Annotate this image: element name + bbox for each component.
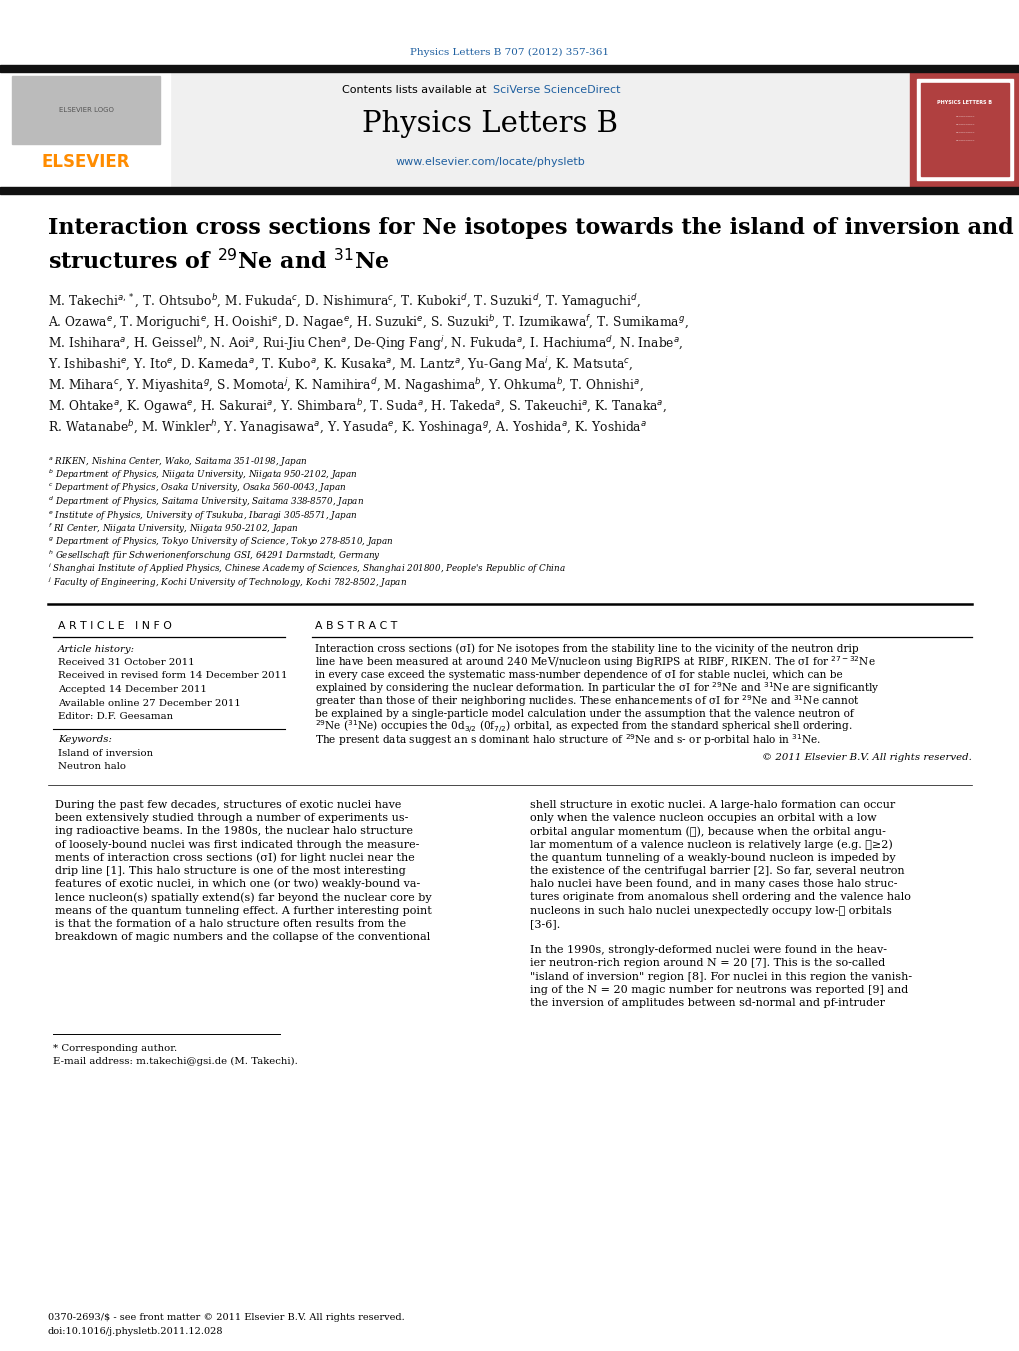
Text: $^{j}$ Faculty of Engineering, Kochi University of Technology, Kochi 782-8502, J: $^{j}$ Faculty of Engineering, Kochi Uni… [48,576,407,589]
Text: the inversion of amplitudes between sd-normal and pf-intruder: the inversion of amplitudes between sd-n… [530,998,884,1008]
Text: $^{b}$ Department of Physics, Niigata University, Niigata 950-2102, Japan: $^{b}$ Department of Physics, Niigata Un… [48,467,358,482]
Text: the existence of the centrifugal barrier [2]. So far, several neutron: the existence of the centrifugal barrier… [530,866,904,875]
Text: breakdown of magic numbers and the collapse of the conventional: breakdown of magic numbers and the colla… [55,932,430,942]
Text: ___________: ___________ [955,128,974,132]
Bar [920,82,1008,176]
Text: [3-6].: [3-6]. [530,919,559,928]
Bar [0,72,170,186]
Text: line have been measured at around 240 MeV/nucleon using BigRIPS at RIBF, RIKEN. : line have been measured at around 240 Me… [315,654,875,670]
Text: only when the valence nucleon occupies an orbital with a low: only when the valence nucleon occupies a… [530,813,875,823]
Text: Interaction cross sections (σI) for Ne isotopes from the stability line to the v: Interaction cross sections (σI) for Ne i… [315,643,858,654]
Text: A. Ozawa$^{e}$, T. Moriguchi$^{e}$, H. Ooishi$^{e}$, D. Nagae$^{e}$, H. Suzuki$^: A. Ozawa$^{e}$, T. Moriguchi$^{e}$, H. O… [48,313,688,332]
Text: SciVerse ScienceDirect: SciVerse ScienceDirect [492,85,620,95]
Text: ___________: ___________ [955,136,974,141]
Text: of loosely-bound nuclei was first indicated through the measure-: of loosely-bound nuclei was first indica… [55,839,419,850]
Text: $^{d}$ Department of Physics, Saitama University, Saitama 338-8570, Japan: $^{d}$ Department of Physics, Saitama Un… [48,494,364,509]
Text: Accepted 14 December 2011: Accepted 14 December 2011 [58,685,207,694]
Text: $^{f}$ RI Center, Niigata University, Niigata 950-2102, Japan: $^{f}$ RI Center, Niigata University, Ni… [48,521,299,536]
Text: A B S T R A C T: A B S T R A C T [315,621,396,631]
Text: Physics Letters B 707 (2012) 357-361: Physics Letters B 707 (2012) 357-361 [410,47,609,57]
Bar [916,78,1012,180]
Text: During the past few decades, structures of exotic nuclei have: During the past few decades, structures … [55,800,401,811]
Text: structures of $^{29}$Ne and $^{31}$Ne: structures of $^{29}$Ne and $^{31}$Ne [48,250,389,274]
Text: The present data suggest an s dominant halo structure of $^{29}$Ne and s- or p-o: The present data suggest an s dominant h… [315,732,820,748]
Text: explained by considering the nuclear deformation. In particular the σI for $^{29: explained by considering the nuclear def… [315,680,879,696]
Text: been extensively studied through a number of experiments us-: been extensively studied through a numbe… [55,813,408,823]
Text: ELSEVIER LOGO: ELSEVIER LOGO [58,107,113,113]
Text: $^{a}$ RIKEN, Nishina Center, Wako, Saitama 351-0198, Japan: $^{a}$ RIKEN, Nishina Center, Wako, Sait… [48,454,307,467]
Text: nucleons in such halo nuclei unexpectedly occupy low-ℓ orbitals: nucleons in such halo nuclei unexpectedl… [530,905,891,916]
Text: means of the quantum tunneling effect. A further interesting point: means of the quantum tunneling effect. A… [55,905,431,916]
Text: ments of interaction cross sections (σI) for light nuclei near the: ments of interaction cross sections (σI)… [55,852,415,863]
Text: Physics Letters B: Physics Letters B [362,109,618,138]
Text: drip line [1]. This halo structure is one of the most interesting: drip line [1]. This halo structure is on… [55,866,406,875]
Text: A R T I C L E   I N F O: A R T I C L E I N F O [58,621,172,631]
Text: $^{e}$ Institute of Physics, University of Tsukuba, Ibaragi 305-8571, Japan: $^{e}$ Institute of Physics, University … [48,508,357,521]
Text: Island of inversion: Island of inversion [58,748,153,758]
Text: in every case exceed the systematic mass-number dependence of σI for stable nucl: in every case exceed the systematic mass… [315,670,842,680]
Text: Received in revised form 14 December 2011: Received in revised form 14 December 201… [58,671,287,681]
Bar [909,72,1019,186]
Text: $^{29}$Ne ($^{31}$Ne) occupies the 0d$_{3/2}$ (0f$_{7/2}$) orbital, as expected : $^{29}$Ne ($^{31}$Ne) occupies the 0d$_{… [315,719,852,735]
Text: ier neutron-rich region around N = 20 [7]. This is the so-called: ier neutron-rich region around N = 20 [7… [530,958,884,969]
Bar [0,186,1019,195]
Text: PHYSICS LETTERS B: PHYSICS LETTERS B [936,100,991,105]
Text: $^{h}$ Gesellschaft für Schwerionenforschung GSI, 64291 Darmstadt, Germany: $^{h}$ Gesellschaft für Schwerionenforsc… [48,549,380,563]
Text: www.elsevier.com/locate/physletb: www.elsevier.com/locate/physletb [394,157,584,168]
Text: the quantum tunneling of a weakly-bound nucleon is impeded by: the quantum tunneling of a weakly-bound … [530,852,895,863]
Text: ing radioactive beams. In the 1980s, the nuclear halo structure: ing radioactive beams. In the 1980s, the… [55,827,413,836]
Bar [12,76,160,145]
Text: lence nucleon(s) spatially extend(s) far beyond the nuclear core by: lence nucleon(s) spatially extend(s) far… [55,892,431,902]
Text: "island of inversion" region [8]. For nuclei in this region the vanish-: "island of inversion" region [8]. For nu… [530,971,911,982]
Text: lar momentum of a valence nucleon is relatively large (e.g. ℓ≥2): lar momentum of a valence nucleon is rel… [530,839,892,850]
Text: Article history:: Article history: [58,644,135,654]
Text: orbital angular momentum (ℓ), because when the orbital angu-: orbital angular momentum (ℓ), because wh… [530,825,886,836]
Text: In the 1990s, strongly-deformed nuclei were found in the heav-: In the 1990s, strongly-deformed nuclei w… [530,946,887,955]
Text: 0370-2693/$ - see front matter © 2011 Elsevier B.V. All rights reserved.: 0370-2693/$ - see front matter © 2011 El… [48,1313,405,1323]
Text: R. Watanabe$^{b}$, M. Winkler$^{h}$, Y. Yanagisawa$^{a}$, Y. Yasuda$^{e}$, K. Yo: R. Watanabe$^{b}$, M. Winkler$^{h}$, Y. … [48,419,646,438]
Text: tures originate from anomalous shell ordering and the valence halo: tures originate from anomalous shell ord… [530,893,910,902]
Text: shell structure in exotic nuclei. A large-halo formation can occur: shell structure in exotic nuclei. A larg… [530,800,895,811]
Text: ing of the N = 20 magic number for neutrons was reported [9] and: ing of the N = 20 magic number for neutr… [530,985,907,994]
Text: © 2011 Elsevier B.V. All rights reserved.: © 2011 Elsevier B.V. All rights reserved… [761,753,971,762]
Text: greater than those of their neighboring nuclides. These enhancements of σI for $: greater than those of their neighboring … [315,693,859,709]
Text: Editor: D.F. Geesaman: Editor: D.F. Geesaman [58,712,173,721]
Text: $^{i}$ Shanghai Institute of Applied Physics, Chinese Academy of Sciences, Shang: $^{i}$ Shanghai Institute of Applied Phy… [48,562,566,576]
Text: Available online 27 December 2011: Available online 27 December 2011 [58,698,240,708]
Text: Neutron halo: Neutron halo [58,762,126,771]
Text: halo nuclei have been found, and in many cases those halo struc-: halo nuclei have been found, and in many… [530,880,897,889]
Text: Keywords:: Keywords: [58,735,112,744]
Text: doi:10.1016/j.physletb.2011.12.028: doi:10.1016/j.physletb.2011.12.028 [48,1327,223,1336]
Text: $^{c}$ Department of Physics, Osaka University, Osaka 560-0043, Japan: $^{c}$ Department of Physics, Osaka Univ… [48,481,346,494]
Bar [170,72,909,186]
Text: Interaction cross sections for Ne isotopes towards the island of inversion and h: Interaction cross sections for Ne isotop… [48,218,1019,239]
Text: M. Ohtake$^{a}$, K. Ogawa$^{e}$, H. Sakurai$^{a}$, Y. Shimbara$^{b}$, T. Suda$^{: M. Ohtake$^{a}$, K. Ogawa$^{e}$, H. Saku… [48,397,666,416]
Text: M. Mihara$^{c}$, Y. Miyashita$^{g}$, S. Momota$^{j}$, K. Namihira$^{d}$, M. Naga: M. Mihara$^{c}$, Y. Miyashita$^{g}$, S. … [48,377,643,396]
Text: ELSEVIER: ELSEVIER [42,153,130,172]
Text: Y. Ishibashi$^{e}$, Y. Ito$^{e}$, D. Kameda$^{a}$, T. Kubo$^{a}$, K. Kusaka$^{a}: Y. Ishibashi$^{e}$, Y. Ito$^{e}$, D. Kam… [48,355,633,374]
Text: M. Ishihara$^{a}$, H. Geissel$^{h}$, N. Aoi$^{a}$, Rui-Jiu Chen$^{a}$, De-Qing F: M. Ishihara$^{a}$, H. Geissel$^{h}$, N. … [48,335,683,354]
Bar [0,65,1019,72]
Text: ___________: ___________ [955,113,974,118]
Text: * Corresponding author.: * Corresponding author. [53,1044,177,1052]
Text: is that the formation of a halo structure often results from the: is that the formation of a halo structur… [55,919,406,928]
Text: Received 31 October 2011: Received 31 October 2011 [58,658,195,667]
Text: $^{g}$ Department of Physics, Tokyo University of Science, Tokyo 278-8510, Japan: $^{g}$ Department of Physics, Tokyo Univ… [48,535,393,549]
Text: ___________: ___________ [955,122,974,126]
Text: E-mail address: m.takechi@gsi.de (M. Takechi).: E-mail address: m.takechi@gsi.de (M. Tak… [53,1056,298,1066]
Text: features of exotic nuclei, in which one (or two) weakly-bound va-: features of exotic nuclei, in which one … [55,880,420,889]
Text: M. Takechi$^{a,*}$, T. Ohtsubo$^{b}$, M. Fukuda$^{c}$, D. Nishimura$^{c}$, T. Ku: M. Takechi$^{a,*}$, T. Ohtsubo$^{b}$, M.… [48,293,640,312]
Text: be explained by a single-particle model calculation under the assumption that th: be explained by a single-particle model … [315,709,853,719]
Text: Contents lists available at: Contents lists available at [341,85,489,95]
